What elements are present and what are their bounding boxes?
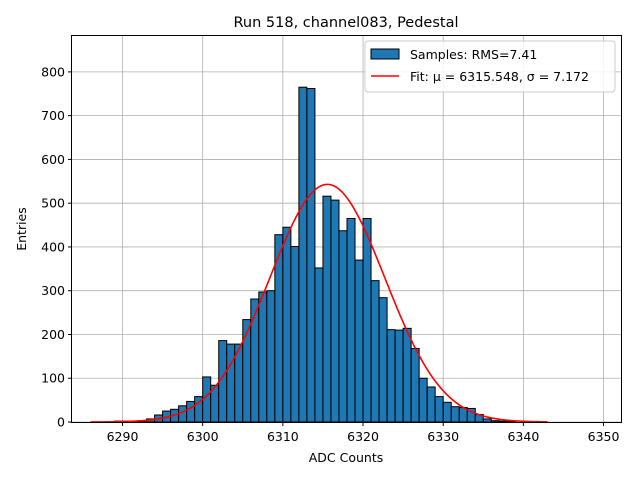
histogram-bar: [378, 297, 388, 423]
histogram-bar: [202, 376, 212, 423]
histogram-bar: [386, 329, 396, 423]
histogram-bar: [498, 420, 508, 423]
histogram-bars: [113, 86, 516, 423]
histogram-bar: [346, 217, 356, 423]
histogram-bar: [442, 401, 452, 423]
histogram-bar: [354, 259, 364, 423]
histogram-bar: [410, 347, 420, 423]
x-axis-ticks: 6290 6300 6310 6320 6330 6340 6350: [107, 422, 620, 444]
histogram-bar: [186, 400, 196, 423]
x-tick-label: 6330: [427, 429, 459, 444]
histogram-bar: [226, 343, 236, 423]
histogram-bar: [338, 230, 348, 423]
histogram-bar: [258, 291, 268, 423]
fit-curve: [90, 183, 548, 423]
legend-samples-swatch: [370, 48, 400, 60]
y-axis-label: Entries: [14, 207, 29, 251]
x-tick-label: 6310: [267, 429, 299, 444]
histogram-bar: [434, 396, 444, 423]
y-tick-label: 200: [41, 327, 65, 342]
y-tick-label: 800: [41, 64, 65, 79]
y-tick-label: 500: [41, 196, 65, 211]
histogram-bar: [290, 246, 300, 423]
histogram-bar: [394, 329, 404, 423]
histogram-bar: [482, 418, 492, 423]
y-tick-label: 300: [41, 283, 65, 298]
legend: Samples: RMS=7.41 Fit: μ = 6315.548, σ =…: [364, 40, 616, 93]
y-tick-label: 700: [41, 108, 65, 123]
histogram-bar: [266, 290, 276, 423]
y-tick-label: 400: [41, 239, 65, 254]
histogram-bar: [314, 267, 324, 423]
histogram-bar: [418, 377, 428, 423]
histogram-bar: [250, 298, 260, 423]
x-tick-label: 6290: [107, 429, 139, 444]
x-tick-label: 6350: [588, 429, 620, 444]
legend-samples-label: Samples: RMS=7.41: [410, 47, 537, 62]
x-axis-label: ADC Counts: [309, 450, 384, 465]
histogram-bar: [370, 280, 380, 423]
legend-box: [364, 40, 616, 93]
y-axis-ticks: 0 100 200 300 400 500 600 700 800: [41, 64, 72, 430]
histogram-bar: [450, 406, 460, 423]
chart-title: Run 518, channel083, Pedestal: [233, 15, 458, 31]
x-tick-label: 6300: [187, 429, 219, 444]
x-tick-label: 6340: [507, 429, 539, 444]
histogram-bar: [298, 86, 308, 423]
histogram-bar: [282, 226, 292, 423]
y-tick-label: 100: [41, 371, 65, 386]
legend-fit-label: Fit: μ = 6315.548, σ = 7.172: [410, 69, 589, 84]
plot-frame: [71, 35, 622, 423]
histogram-bar: [306, 88, 316, 423]
histogram-bar: [490, 420, 500, 423]
histogram-bar: [322, 195, 332, 423]
histogram-bar: [242, 319, 252, 423]
y-tick-label: 0: [57, 415, 65, 430]
y-tick-label: 600: [41, 152, 65, 167]
histogram-bar: [426, 386, 436, 423]
x-tick-label: 6320: [347, 429, 379, 444]
histogram-bar: [330, 199, 340, 423]
histogram-bar: [362, 217, 372, 423]
histogram-bar: [402, 327, 412, 423]
